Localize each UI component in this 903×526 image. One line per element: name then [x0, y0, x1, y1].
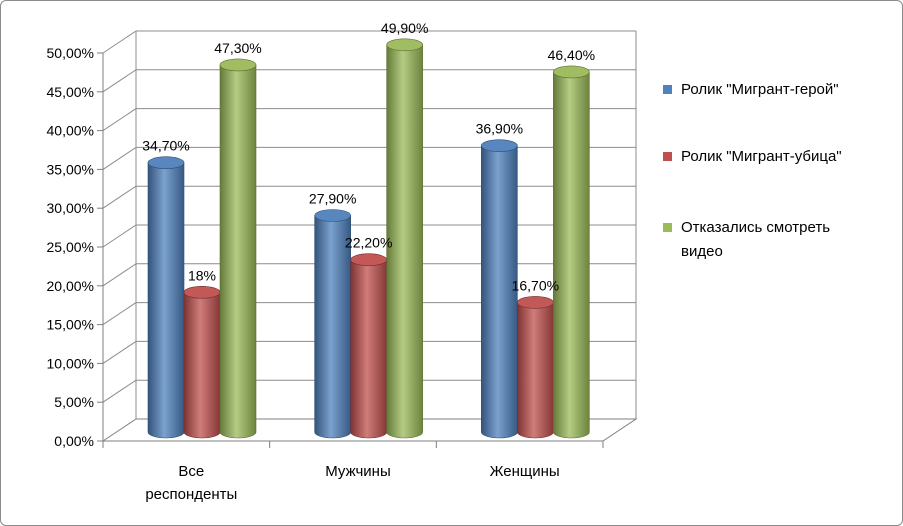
y-tick-label: 10,00% — [47, 355, 94, 371]
y-tick-label: 5,00% — [54, 394, 94, 410]
bars — [147, 38, 590, 439]
gridline-side — [102, 224, 137, 248]
gridline-side — [102, 108, 137, 132]
data-label: 36,90% — [476, 121, 523, 137]
gridline-side — [102, 379, 137, 403]
bar — [553, 65, 590, 439]
bar — [517, 296, 554, 439]
legend: Ролик "Мигрант-герой" Ролик "Мигрант-убиц… — [663, 81, 842, 260]
data-label: 16,70% — [512, 277, 559, 293]
y-tick-label: 45,00% — [47, 84, 94, 100]
gridline-side — [102, 146, 137, 170]
y-tick-label: 15,00% — [47, 317, 94, 333]
legend-item: Ролик "Мигрант-герой" — [663, 81, 839, 98]
gridline-side — [102, 263, 137, 287]
y-tick-label: 0,00% — [54, 433, 94, 449]
legend-label: Ролик "Мигрант-герой" — [681, 81, 839, 98]
data-label: 46,40% — [548, 47, 595, 63]
bar — [183, 286, 221, 439]
y-tick-label: 40,00% — [47, 123, 94, 139]
data-label: 22,20% — [345, 235, 392, 251]
gridline-side — [102, 69, 137, 93]
gridline-side — [102, 302, 137, 326]
data-label: 47,30% — [214, 40, 261, 56]
x-axis-category-labels: Все респонденты Мужчины Женщины — [145, 463, 559, 503]
legend-swatch — [663, 223, 672, 232]
data-label: 18% — [188, 267, 216, 283]
legend-swatch — [663, 85, 672, 94]
data-labels: 34,70% 18% 47,30% 27,90% 22,20% 49,90% 36,90% 1… — [142, 20, 595, 294]
legend-label: Отказались смотреть видео — [681, 219, 830, 260]
y-tick-label: 30,00% — [47, 200, 94, 216]
y-tick-label: 25,00% — [47, 239, 94, 255]
y-tick-label: 35,00% — [47, 161, 94, 177]
gridline-side — [102, 185, 137, 209]
data-label: 49,90% — [381, 20, 428, 36]
bar — [219, 58, 257, 439]
y-axis-tick-labels: 0,00% 5,00% 10,00% 15,00% 20,00% 25,00% 30,00%… — [47, 45, 94, 449]
bar — [350, 253, 387, 439]
gridline-side — [102, 340, 137, 364]
bar — [386, 38, 423, 439]
y-tick-label: 20,00% — [47, 278, 94, 294]
bar — [147, 156, 185, 439]
data-label: 34,70% — [142, 138, 189, 154]
legend-swatch — [663, 152, 672, 161]
legend-label: Ролик "Мигрант-убица" — [681, 148, 842, 165]
axes — [102, 31, 637, 448]
x-category-label: Все респонденты — [145, 463, 237, 503]
legend-item: Отказались смотреть видео — [663, 219, 830, 260]
y-tick-label: 50,00% — [47, 45, 94, 61]
data-label: 27,90% — [309, 190, 356, 206]
legend-item: Ролик "Мигрант-убица" — [663, 148, 842, 165]
x-category-label: Мужчины — [325, 463, 390, 480]
gridline-side — [102, 30, 137, 54]
x-category-label: Женщины — [490, 463, 560, 480]
